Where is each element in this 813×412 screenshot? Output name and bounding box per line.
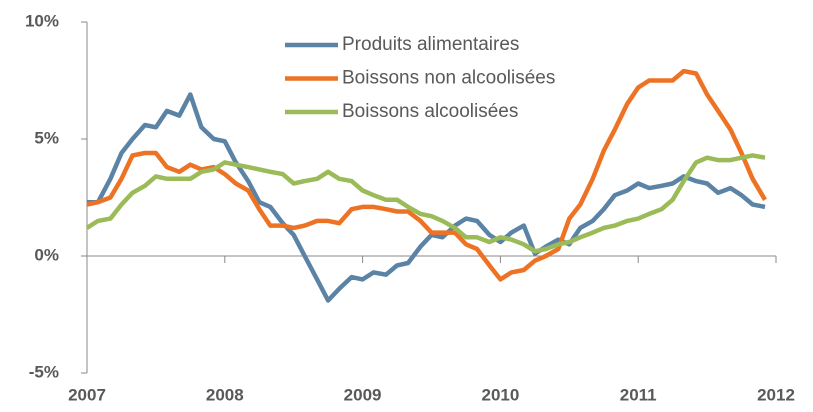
x-tick-label: 2011 (620, 385, 657, 404)
y-tick-label: 10% (25, 11, 59, 30)
x-tick-label: 2010 (481, 385, 519, 404)
series-line (85, 153, 766, 254)
x-tick-label: 2007 (68, 385, 106, 404)
y-tick-label: 5% (34, 128, 59, 147)
x-tick-label: 2012 (757, 385, 795, 404)
legend-label: Boissons alcoolisées (342, 101, 518, 122)
x-tick-label: 2008 (206, 385, 244, 404)
legend-label: Produits alimentaires (342, 34, 519, 55)
x-tick-label: 2009 (344, 385, 382, 404)
series-line (86, 68, 767, 282)
legend-label: Boissons non alcoolisées (342, 68, 555, 89)
y-tick-label: -5% (29, 362, 59, 381)
y-tick-label: 0% (34, 245, 59, 264)
series-line (87, 92, 766, 303)
